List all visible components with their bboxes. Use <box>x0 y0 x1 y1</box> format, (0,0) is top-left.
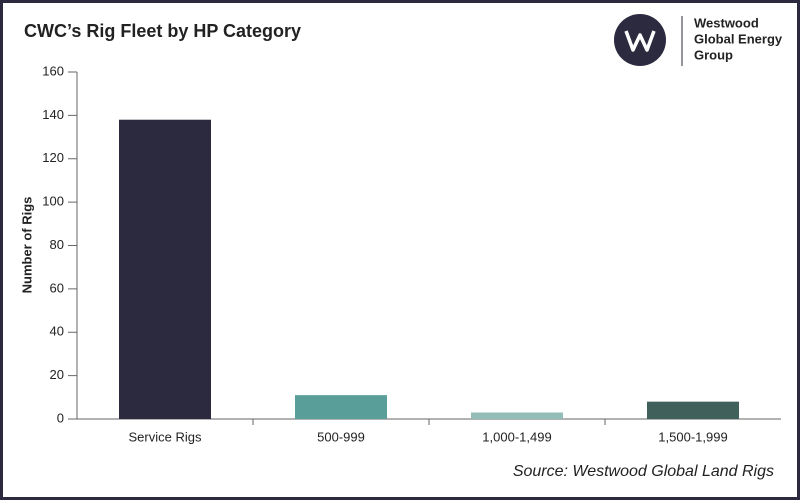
y-axis-label: Number of Rigs <box>19 197 34 294</box>
x-tick-label: 1,000-1,499 <box>482 429 551 444</box>
logo-text: Westwood <box>694 15 759 30</box>
y-tick-label: 120 <box>42 150 64 165</box>
bar <box>295 395 387 419</box>
logo-text: Global Energy <box>694 31 783 46</box>
y-tick-label: 20 <box>50 367 64 382</box>
bar <box>471 412 563 419</box>
source-note: Source: Westwood Global Land Rigs <box>513 463 774 480</box>
y-tick-label: 100 <box>42 194 64 209</box>
logo-text: Group <box>694 47 733 62</box>
chart-title: CWC’s Rig Fleet by HP Category <box>24 21 301 41</box>
logo: Westwood Global Energy Group <box>614 14 783 66</box>
y-tick-label: 0 <box>57 410 64 425</box>
y-tick-label: 60 <box>50 280 64 295</box>
x-tick-label: Service Rigs <box>129 429 202 444</box>
bar <box>119 119 211 420</box>
logo-w <box>624 30 656 52</box>
y-tick-label: 140 <box>42 107 64 122</box>
x-tick-label: 1,500-1,999 <box>658 429 727 444</box>
y-tick-label: 40 <box>50 324 64 339</box>
x-tick-label: 500-999 <box>317 429 365 444</box>
y-tick-label: 80 <box>50 237 64 252</box>
y-tick-label: 160 <box>42 63 64 78</box>
logo-mark <box>614 14 666 66</box>
bar <box>647 401 739 419</box>
